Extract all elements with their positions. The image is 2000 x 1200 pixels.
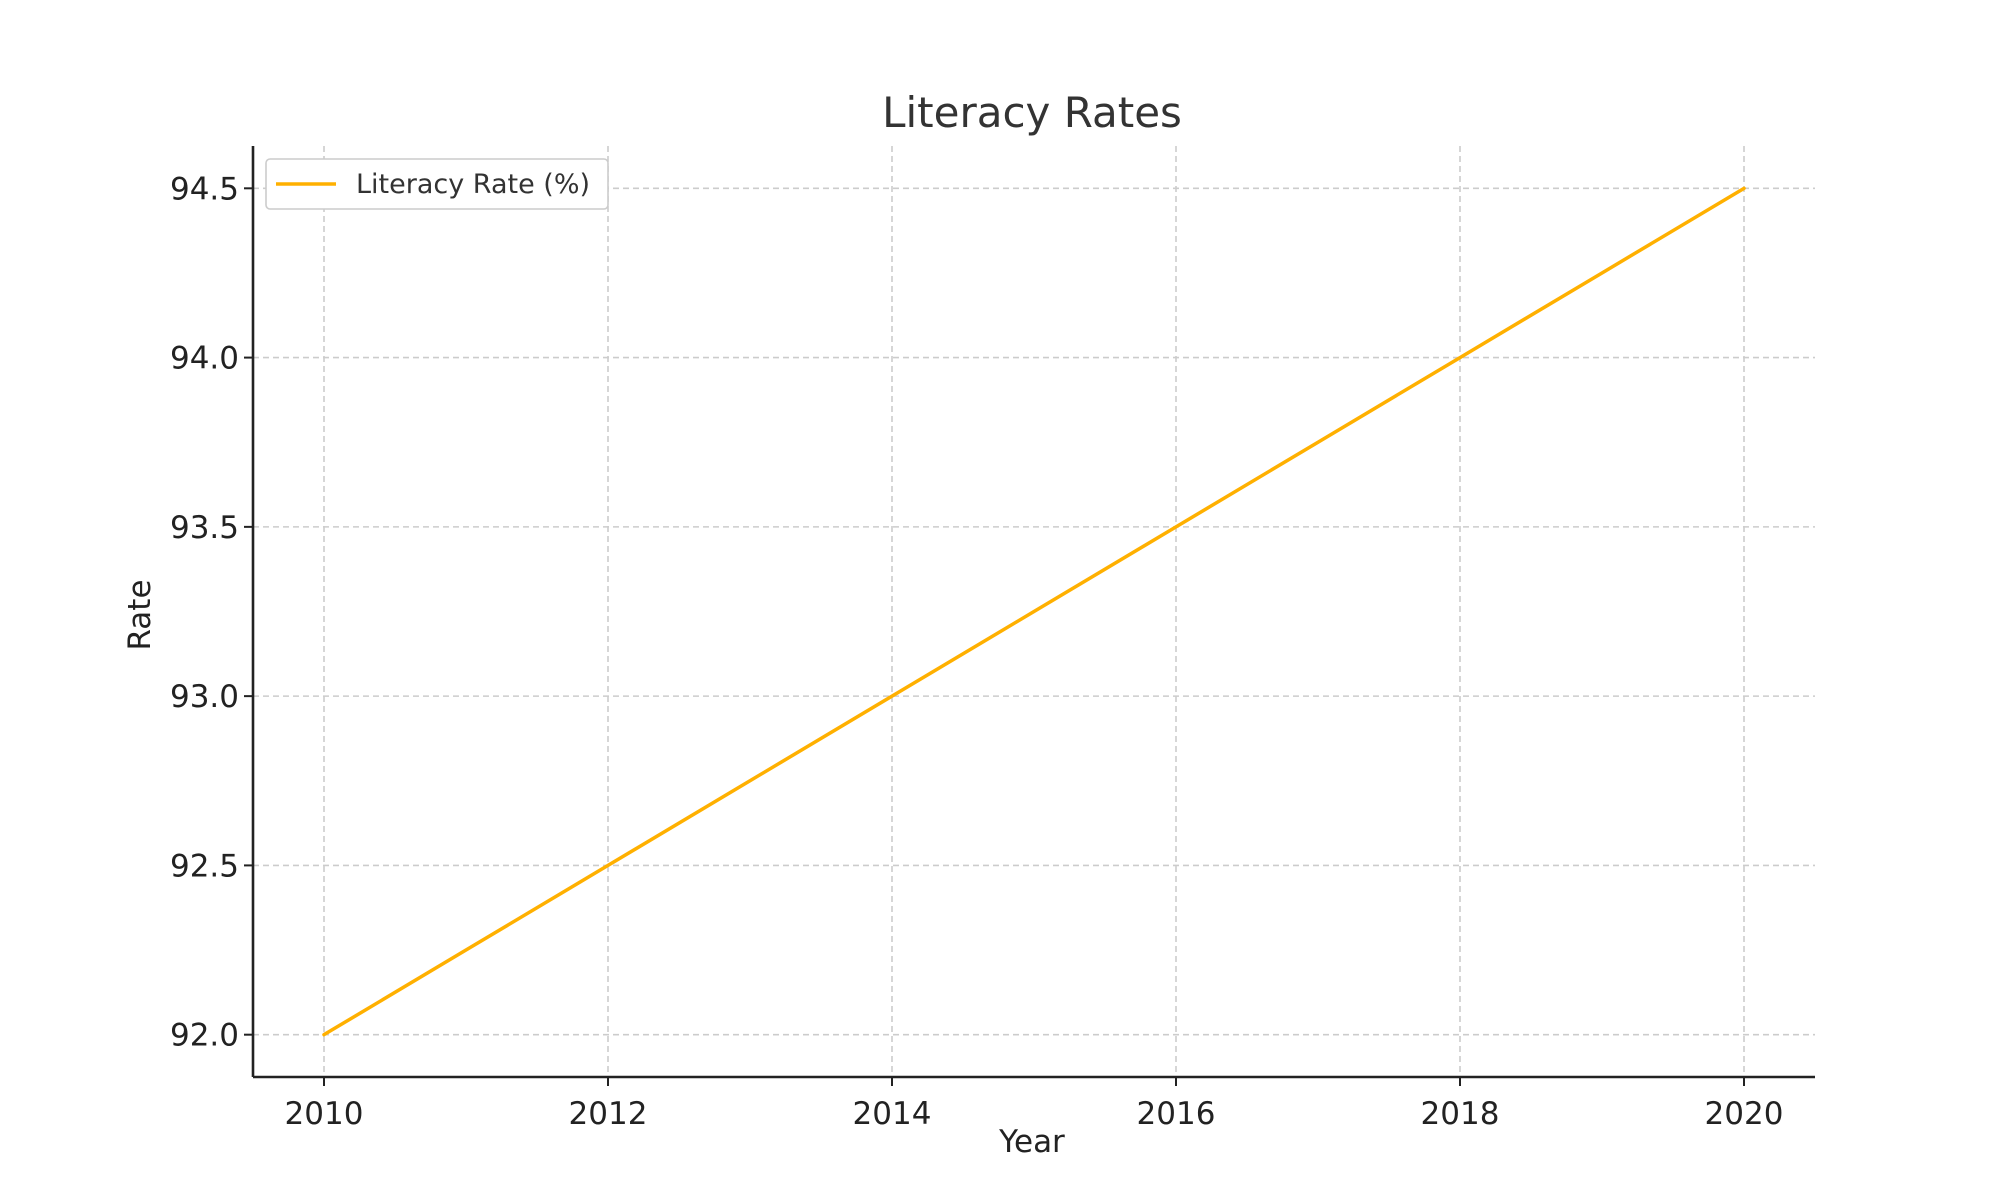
y-tick-label: 93.0 bbox=[170, 679, 239, 715]
y-tick-label: 93.5 bbox=[170, 510, 239, 546]
series-line-0 bbox=[322, 186, 1746, 1037]
x-tick-label: 2020 bbox=[1705, 1096, 1784, 1132]
grid-layer bbox=[253, 146, 1815, 1077]
y-axis-label: Rate bbox=[122, 579, 158, 650]
x-tick-label: 2012 bbox=[569, 1096, 648, 1132]
x-axis-label: Year bbox=[998, 1124, 1065, 1160]
series-layer bbox=[322, 186, 1746, 1037]
x-tick-label: 2010 bbox=[285, 1096, 364, 1132]
legend-label: Literacy Rate (%) bbox=[356, 169, 590, 200]
x-tick-label: 2014 bbox=[853, 1096, 932, 1132]
legend-box bbox=[265, 158, 609, 210]
x-tick-label: 2016 bbox=[1137, 1096, 1216, 1132]
y-tick-label: 94.5 bbox=[170, 171, 239, 207]
chart-title: Literacy Rates bbox=[882, 88, 1182, 137]
legend: Literacy Rate (%) bbox=[265, 158, 609, 210]
y-tick-label: 92.0 bbox=[170, 1018, 239, 1054]
x-tick-label: 2018 bbox=[1421, 1096, 1500, 1132]
axes-layer bbox=[251, 146, 1815, 1079]
y-tick-label: 92.5 bbox=[170, 848, 239, 884]
y-tick-label: 94.0 bbox=[170, 341, 239, 377]
ticks-layer: 2010 2012 2014 2016 2018 2020 92.0 92.5 93.0 93.5… bbox=[170, 171, 1783, 1132]
